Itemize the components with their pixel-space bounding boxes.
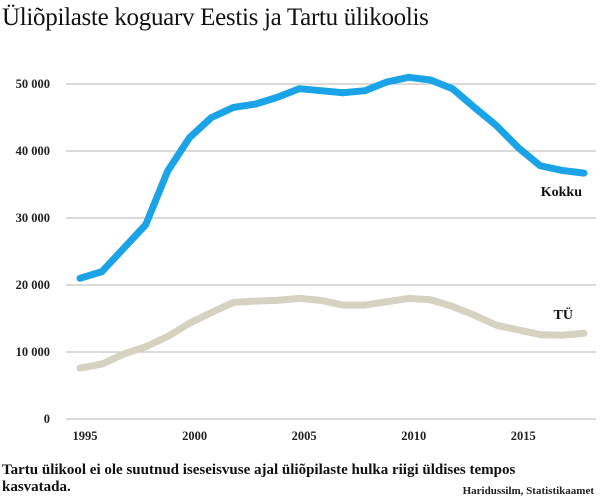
- y-tick-label: 40 000: [16, 144, 50, 158]
- series-line-kokku: [76, 73, 588, 282]
- series-line-tu: [76, 294, 588, 372]
- series-label-kokku: Kokku: [541, 185, 582, 200]
- chart-title: Üliõpilaste koguarv Eestis ja Tartu ülik…: [2, 4, 429, 31]
- y-tick-label: 20 000: [16, 278, 50, 292]
- x-tick-label: 1995: [73, 429, 98, 443]
- y-tick-label: 50 000: [16, 77, 50, 91]
- y-tick-label: 0: [44, 412, 50, 426]
- x-tick-label: 2005: [292, 429, 317, 443]
- chart-caption: Tartu ülikool ei ole suutnud iseseisvuse…: [2, 462, 516, 495]
- x-tick-label: 2015: [511, 429, 536, 443]
- x-tick-label: 2000: [182, 429, 207, 443]
- series-label-tu: TÜ: [554, 306, 573, 323]
- y-tick-label: 30 000: [16, 211, 50, 225]
- x-tick-label: 2010: [401, 429, 426, 443]
- chart-source: Haridussilm, Statistikaamet: [462, 485, 594, 497]
- y-tick-label: 10 000: [16, 345, 50, 359]
